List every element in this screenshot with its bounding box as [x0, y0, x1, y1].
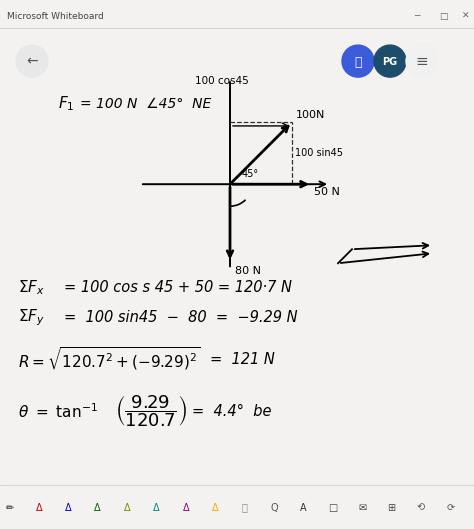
Text: Q: Q [270, 503, 278, 513]
Text: ✕: ✕ [462, 12, 469, 21]
Text: Δ: Δ [94, 503, 101, 513]
Text: Δ: Δ [212, 503, 219, 513]
Text: ꜀: ꜀ [354, 56, 362, 69]
Text: ✏: ✏ [5, 503, 14, 513]
Text: □: □ [439, 12, 447, 21]
Text: Δ: Δ [182, 503, 189, 513]
Text: =  121 N: = 121 N [210, 352, 275, 367]
Text: $F_1$: $F_1$ [58, 95, 74, 114]
Circle shape [16, 45, 48, 77]
Text: 80 N: 80 N [235, 266, 261, 276]
Text: ✉: ✉ [358, 503, 366, 513]
Text: $\Sigma F_y$: $\Sigma F_y$ [18, 307, 45, 327]
Text: ←: ← [26, 54, 38, 68]
Text: $\Sigma F_x$: $\Sigma F_x$ [18, 278, 45, 297]
Text: Δ: Δ [124, 503, 130, 513]
Text: 100 cos45: 100 cos45 [195, 76, 249, 86]
Text: = 100 N  ∠45°  NE: = 100 N ∠45° NE [80, 97, 211, 111]
Text: PG: PG [383, 57, 398, 67]
Text: 50 N: 50 N [314, 187, 340, 197]
Text: ─: ─ [414, 12, 420, 21]
Text: Δ: Δ [36, 503, 42, 513]
Text: Δ: Δ [153, 503, 160, 513]
Text: =  100 sin45  −  80  =  −9.29 N: = 100 sin45 − 80 = −9.29 N [64, 310, 298, 325]
Text: ⟳: ⟳ [446, 503, 455, 513]
Text: ⟲: ⟲ [417, 503, 425, 513]
Text: 100N: 100N [296, 110, 326, 120]
Text: Microsoft Whiteboard: Microsoft Whiteboard [7, 12, 104, 21]
Circle shape [406, 45, 438, 77]
Text: $\left(\dfrac{9.29}{120.7}\right)$: $\left(\dfrac{9.29}{120.7}\right)$ [115, 394, 187, 429]
Text: ⊞: ⊞ [387, 503, 396, 513]
Text: 45°: 45° [242, 169, 259, 179]
Text: 🗂: 🗂 [242, 503, 247, 513]
Text: 100 sin45: 100 sin45 [295, 148, 343, 158]
Circle shape [342, 45, 374, 77]
Text: □: □ [328, 503, 337, 513]
Text: =  4.4°  be: = 4.4° be [192, 404, 272, 419]
Text: $R = \sqrt{120.7^2 + (-9.29)^2}$: $R = \sqrt{120.7^2 + (-9.29)^2}$ [18, 346, 201, 373]
Text: = 100 cos s 45 + 50 = 120·7 N: = 100 cos s 45 + 50 = 120·7 N [64, 280, 292, 295]
Text: ≡: ≡ [416, 53, 428, 69]
Circle shape [374, 45, 406, 77]
Text: $\theta\ =\ \tan^{-1}$: $\theta\ =\ \tan^{-1}$ [18, 402, 98, 421]
Text: A: A [300, 503, 307, 513]
Text: Δ: Δ [65, 503, 72, 513]
